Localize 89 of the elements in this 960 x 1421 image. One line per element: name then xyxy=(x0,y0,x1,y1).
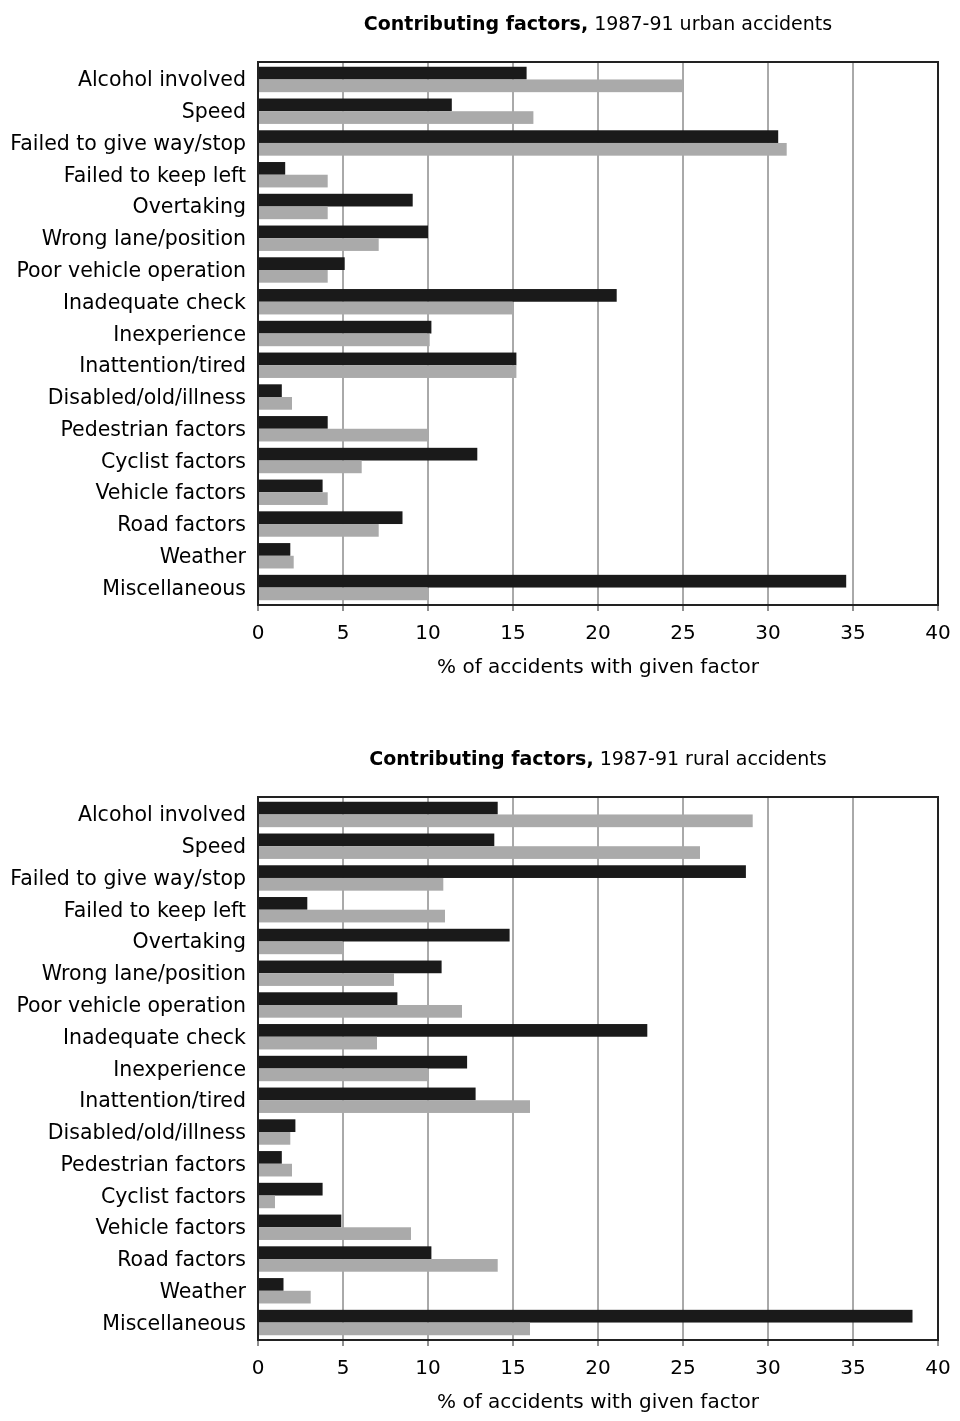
y-tick-label: Weather xyxy=(159,543,247,568)
x-tick-label: 20 xyxy=(585,620,611,644)
bar xyxy=(258,142,787,156)
bar xyxy=(258,555,294,569)
bar xyxy=(258,909,445,923)
bar xyxy=(258,941,343,955)
y-tick-label: Road factors xyxy=(117,1247,246,1272)
y-tick-label: Inadequate check xyxy=(63,289,247,314)
bar xyxy=(258,333,430,347)
bar xyxy=(258,269,328,283)
x-tick-label: 40 xyxy=(925,1355,951,1379)
bar xyxy=(258,365,517,378)
y-tick-label: Cyclist factors xyxy=(100,448,246,473)
bar xyxy=(258,238,379,251)
y-tick-label: Cyclist factors xyxy=(100,1183,246,1208)
y-tick-label: Disabled/old/illness xyxy=(47,1120,246,1145)
bar xyxy=(258,1259,498,1272)
y-tick-label: Overtaking xyxy=(132,194,246,219)
x-tick-label: 30 xyxy=(755,620,781,644)
bar xyxy=(258,301,513,315)
x-tick-label: 15 xyxy=(500,1355,526,1379)
bar xyxy=(258,1322,530,1336)
x-tick-label: 15 xyxy=(500,620,526,644)
bar xyxy=(258,1068,428,1082)
y-tick-label: Alcohol involved xyxy=(77,802,246,827)
y-tick-label: Miscellaneous xyxy=(102,575,246,600)
x-tick-label: 10 xyxy=(415,1355,441,1379)
x-tick-label: 0 xyxy=(251,620,265,644)
x-tick-label: 25 xyxy=(670,620,696,644)
y-tick-label: Poor vehicle operation xyxy=(16,257,246,282)
y-tick-label: Wrong lane/position xyxy=(41,226,246,251)
x-tick-label: 35 xyxy=(840,620,866,644)
y-tick-label: Road factors xyxy=(117,512,246,537)
y-tick-label: Failed to keep left xyxy=(63,162,246,187)
y-tick-label: Inattention/tired xyxy=(79,1088,246,1113)
y-tick-label: Pedestrian factors xyxy=(60,1151,246,1176)
x-axis-title: % of accidents with given factor xyxy=(437,1389,760,1413)
x-tick-label: 10 xyxy=(415,620,441,644)
y-tick-label: Disabled/old/illness xyxy=(47,385,246,410)
bar xyxy=(258,1004,462,1018)
y-tick-label: Vehicle factors xyxy=(95,1215,246,1240)
x-tick-label: 5 xyxy=(336,1355,350,1379)
y-tick-label: Weather xyxy=(159,1278,247,1303)
bar xyxy=(258,1036,377,1050)
bar xyxy=(258,79,683,93)
bar xyxy=(258,846,700,859)
y-tick-label: Inexperience xyxy=(113,1056,246,1081)
y-tick-label: Speed xyxy=(181,99,246,124)
x-tick-label: 5 xyxy=(336,620,350,644)
y-tick-label: Failed to give way/stop xyxy=(10,865,246,890)
y-tick-label: Inattention/tired xyxy=(79,353,246,378)
bar xyxy=(258,206,328,220)
y-tick-label: Wrong lane/position xyxy=(41,961,246,986)
x-tick-label: 25 xyxy=(670,1355,696,1379)
y-tick-label: Miscellaneous xyxy=(102,1310,246,1335)
y-tick-label: Inadequate check xyxy=(63,1024,247,1049)
bar xyxy=(258,1290,311,1304)
x-tick-label: 20 xyxy=(585,1355,611,1379)
bar xyxy=(258,397,292,410)
bar xyxy=(258,428,428,442)
y-tick-label: Poor vehicle operation xyxy=(16,992,246,1017)
chart-title: Contributing factors, 1987-91 urban accidents xyxy=(363,12,833,34)
y-tick-label: Speed xyxy=(181,834,246,859)
bar xyxy=(258,460,362,474)
bar xyxy=(258,111,534,124)
bar xyxy=(258,492,328,505)
x-axis-title: % of accidents with given factor xyxy=(437,654,760,678)
bar xyxy=(258,814,753,828)
y-tick-label: Failed to keep left xyxy=(63,897,246,922)
y-tick-label: Failed to give way/stop xyxy=(10,130,246,155)
bar xyxy=(258,1163,292,1177)
bar xyxy=(258,174,328,188)
y-tick-label: Pedestrian factors xyxy=(60,416,246,441)
x-tick-label: 35 xyxy=(840,1355,866,1379)
chart-title: Contributing factors, 1987-91 rural accidents xyxy=(369,747,827,769)
y-tick-label: Alcohol involved xyxy=(77,67,246,92)
y-tick-label: Inexperience xyxy=(113,321,246,346)
bar xyxy=(258,877,444,891)
x-tick-label: 30 xyxy=(755,1355,781,1379)
y-tick-label: Vehicle factors xyxy=(95,480,246,505)
bar xyxy=(258,1100,530,1113)
x-tick-label: 0 xyxy=(251,1355,265,1379)
bar xyxy=(258,1132,291,1145)
y-tick-label: Overtaking xyxy=(132,929,246,954)
x-tick-label: 40 xyxy=(925,620,951,644)
bar xyxy=(258,524,379,537)
bar xyxy=(258,587,428,601)
bar xyxy=(258,1227,411,1240)
bar xyxy=(258,973,394,986)
